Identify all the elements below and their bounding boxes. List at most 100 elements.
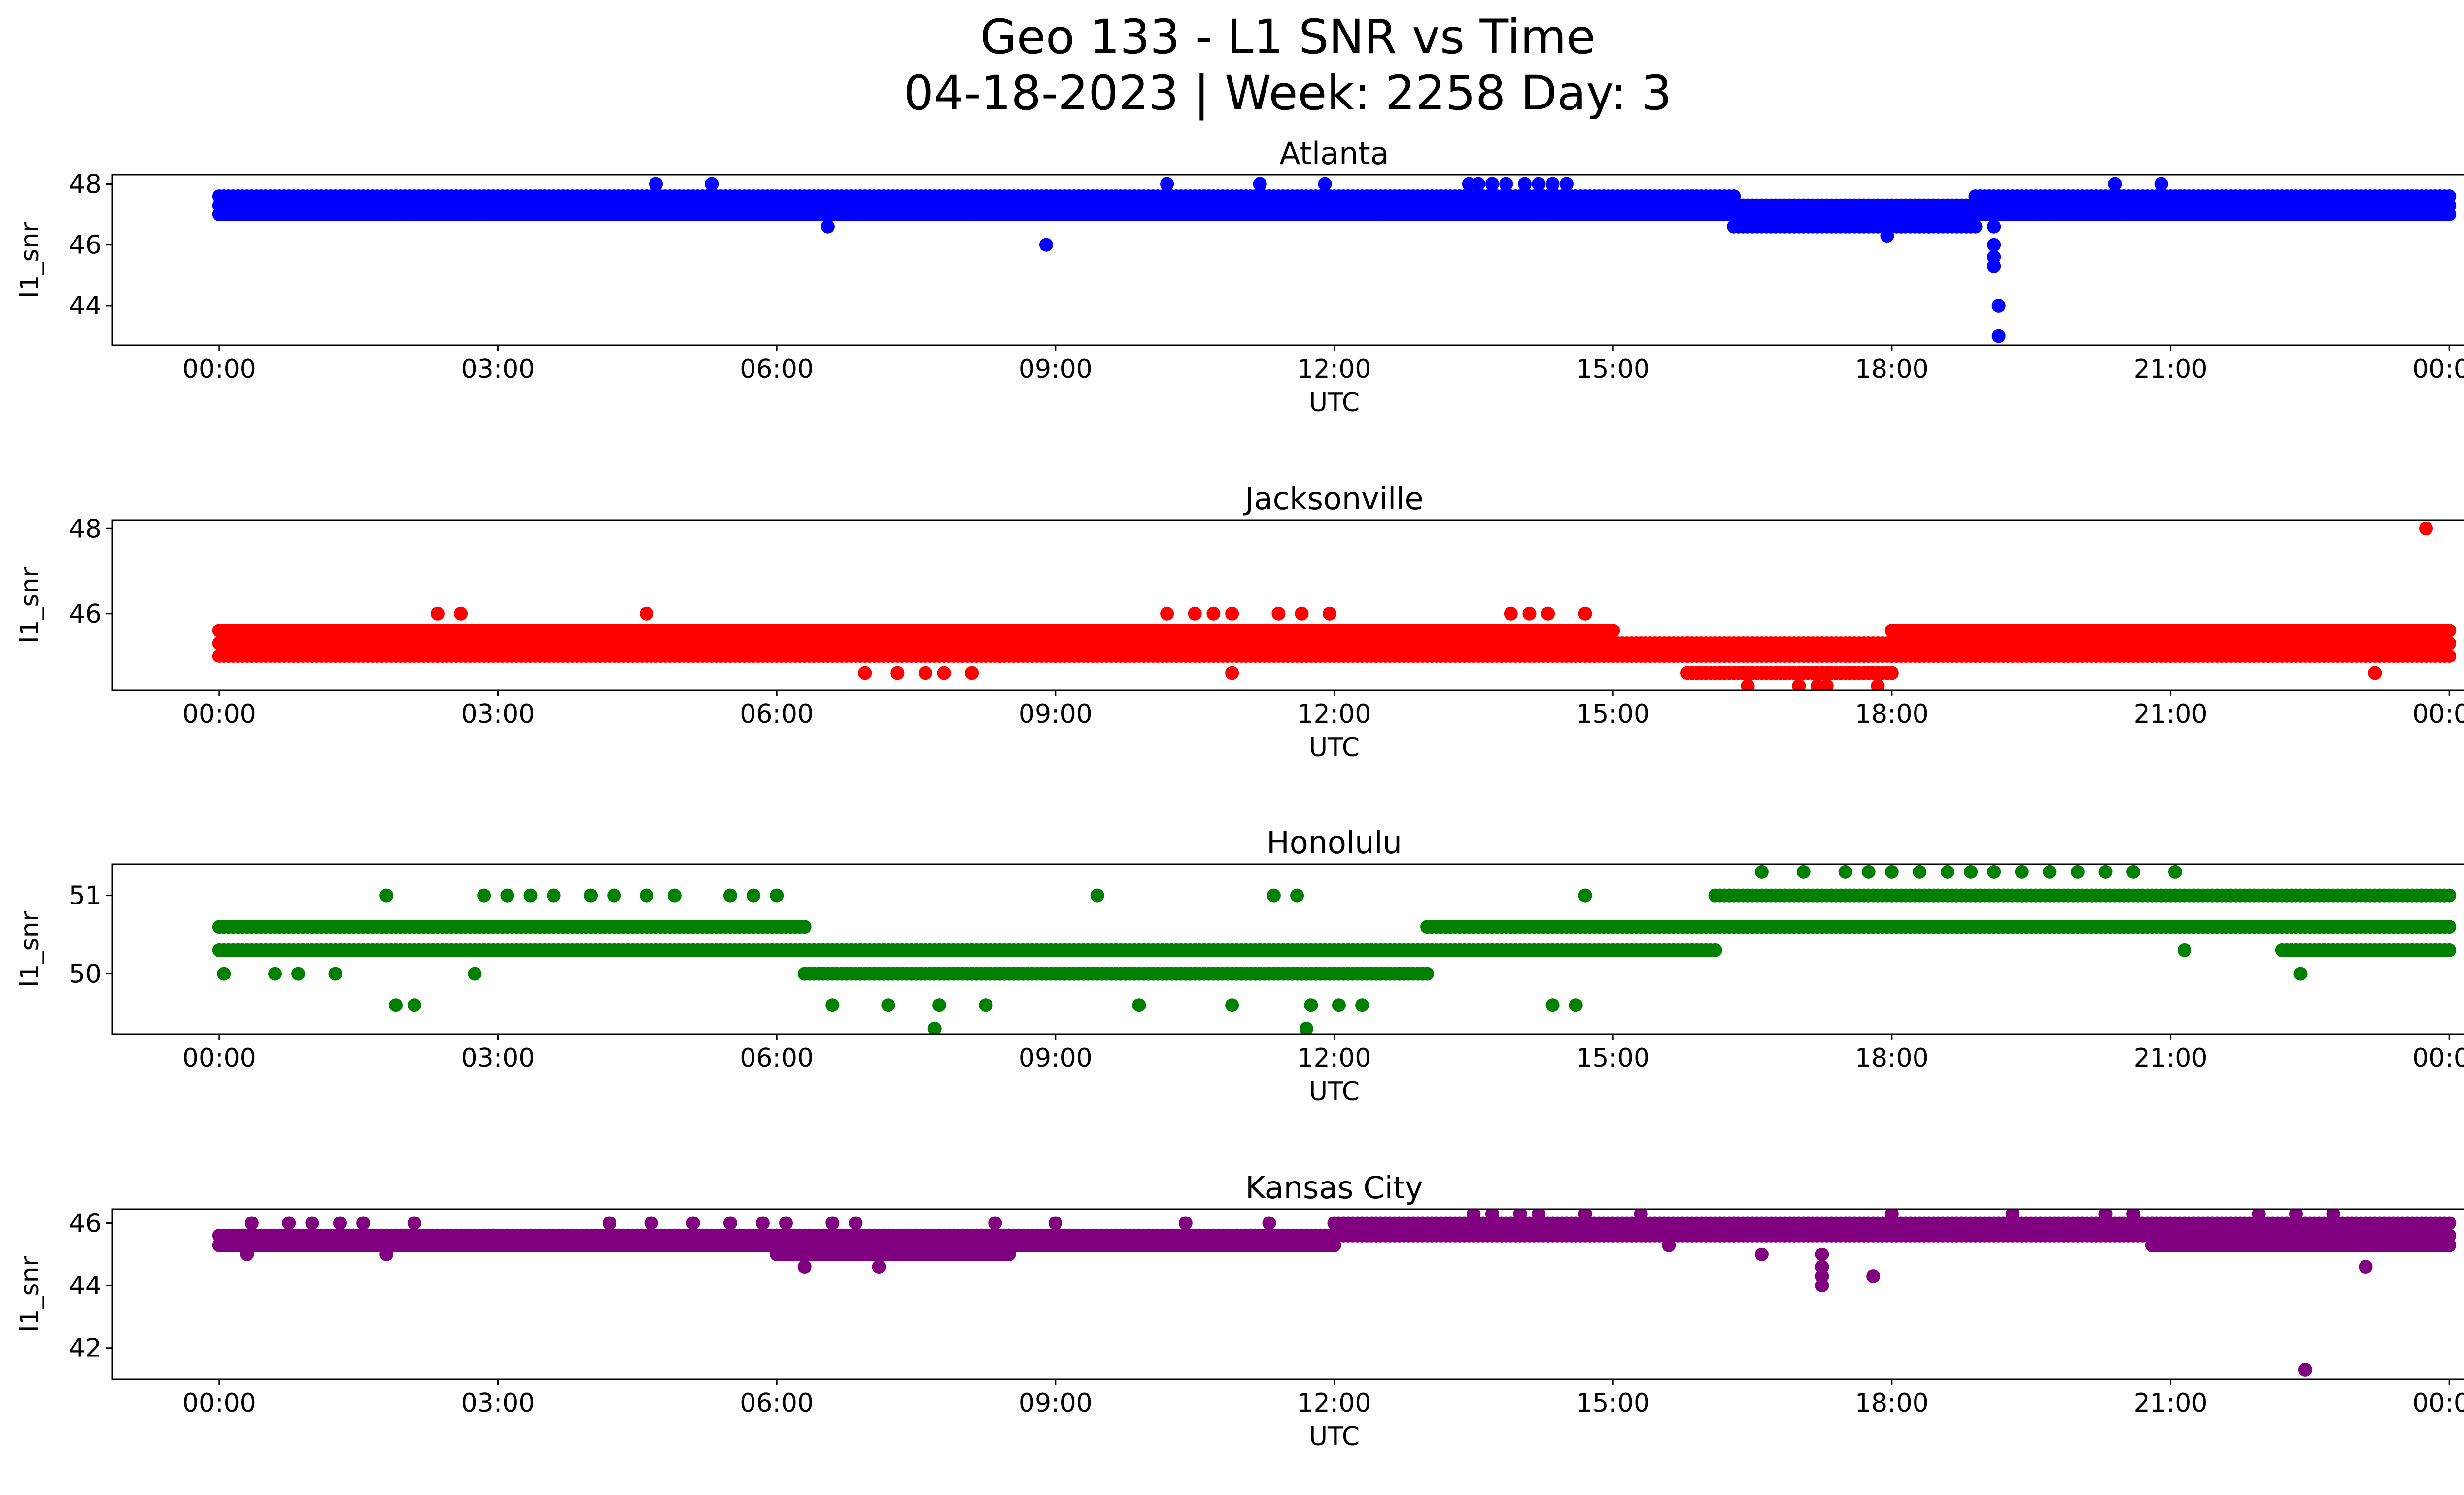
atlanta-point	[1894, 219, 1908, 234]
atlanta-point	[2108, 177, 2122, 191]
jacksonville-y-tick-label: 46	[69, 599, 102, 629]
atlanta-y-tick-label: 44	[69, 291, 102, 321]
jacksonville-point	[1188, 606, 1202, 621]
honolulu-point	[1838, 865, 1852, 879]
jacksonville-point	[2419, 522, 2433, 536]
honolulu-x-tick-label: 06:00	[740, 1043, 814, 1073]
honolulu-point	[2126, 865, 2141, 879]
figure-title: Geo 133 - L1 SNR vs Time 04-18-2023 | We…	[0, 9, 2464, 121]
honolulu-point	[1355, 998, 1369, 1012]
honolulu-point	[1225, 998, 1239, 1012]
honolulu-point	[523, 888, 538, 903]
jacksonville-point	[640, 606, 654, 621]
jacksonville-point	[2442, 624, 2457, 638]
honolulu-point	[667, 888, 682, 903]
atlanta-y-tick-label: 48	[69, 170, 102, 199]
jacksonville-point	[1504, 606, 1518, 621]
jacksonville-x-tick-label: 03:00	[461, 699, 535, 729]
atlanta-x-tick-label: 00:00	[2412, 354, 2464, 384]
jacksonville-y-axis-label: l1_snr	[15, 566, 45, 643]
honolulu-point	[1420, 967, 1435, 981]
atlanta-point	[1471, 177, 1485, 191]
atlanta-x-tick-label: 21:00	[2134, 354, 2208, 384]
atlanta-x-tick-label: 00:00	[182, 354, 256, 384]
jacksonville-point	[918, 666, 932, 680]
atlanta-point	[1518, 177, 1532, 191]
jacksonville-point	[1541, 606, 1555, 621]
jacksonville-point	[1606, 624, 1620, 638]
honolulu-point	[797, 920, 812, 934]
honolulu-point	[389, 998, 403, 1012]
honolulu-point	[1941, 865, 1954, 879]
honolulu-point	[1913, 865, 1927, 879]
honolulu-point	[468, 967, 482, 981]
honolulu-point	[1266, 888, 1281, 903]
honolulu-point	[1861, 865, 1876, 879]
atlanta-point	[1987, 238, 2001, 252]
jacksonville-point	[1792, 679, 1806, 690]
jacksonville-point	[1206, 606, 1221, 621]
honolulu-point	[2414, 888, 2429, 903]
honolulu-point	[607, 888, 621, 903]
honolulu-point	[1578, 888, 1592, 903]
jacksonville-point	[858, 666, 872, 680]
honolulu-point	[1569, 998, 1583, 1012]
honolulu-point	[1708, 943, 1722, 957]
honolulu-y-tick-label: 51	[69, 881, 102, 911]
honolulu-point	[328, 967, 342, 981]
honolulu-x-tick-label: 12:00	[1298, 1043, 1371, 1073]
atlanta-x-tick-label: 18:00	[1855, 354, 1929, 384]
atlanta-point	[1559, 177, 1574, 191]
jacksonville-x-tick-label: 09:00	[1019, 699, 1093, 729]
atlanta-point	[1499, 177, 1513, 191]
honolulu-point	[927, 1021, 942, 1034]
honolulu-point	[1964, 865, 1978, 879]
jacksonville-x-tick-label: 21:00	[2134, 699, 2208, 729]
honolulu-x-tick-label: 15:00	[1576, 1043, 1650, 1073]
honolulu-point	[268, 967, 282, 981]
honolulu-point	[1884, 865, 1899, 879]
honolulu-point	[477, 888, 491, 903]
jacksonville-point	[1884, 666, 1899, 680]
jacksonville-point	[1160, 606, 1174, 621]
atlanta-data	[212, 177, 2457, 343]
honolulu-point	[291, 967, 306, 981]
honolulu-point	[1332, 998, 1346, 1012]
honolulu-y-tick-label: 50	[69, 960, 102, 989]
jacksonville-x-tick-label: 12:00	[1298, 699, 1371, 729]
honolulu-point	[584, 888, 598, 903]
honolulu-panel-title: Honolulu	[1266, 825, 1402, 861]
honolulu-point	[770, 888, 784, 903]
jacksonville-point	[1522, 606, 1537, 621]
jacksonville-x-tick-label: 00:00	[182, 699, 256, 729]
jacksonville-point	[965, 666, 979, 680]
honolulu-point	[825, 998, 840, 1012]
honolulu-point	[723, 888, 737, 903]
jacksonville-point	[1271, 606, 1286, 621]
honolulu-point	[2442, 943, 2457, 957]
honolulu-point	[1299, 1021, 1313, 1034]
atlanta-point	[1991, 298, 2006, 313]
jacksonville-point	[2442, 649, 2457, 663]
honolulu-x-tick-label: 00:00	[2412, 1043, 2464, 1073]
atlanta-x-tick-label: 09:00	[1019, 354, 1093, 384]
atlanta-point	[1318, 177, 1332, 191]
jacksonville-point	[2368, 666, 2382, 680]
honolulu-point	[1796, 865, 1811, 879]
atlanta-x-axis-label: UTC	[1309, 388, 1360, 417]
jacksonville-point	[2442, 636, 2457, 651]
jacksonville-point	[454, 606, 468, 621]
figure-title-line1: Geo 133 - L1 SNR vs Time	[980, 9, 1596, 65]
atlanta-point	[1485, 177, 1499, 191]
atlanta-point	[1532, 177, 1546, 191]
atlanta-point	[2154, 177, 2168, 191]
jacksonville-point	[1225, 606, 1239, 621]
honolulu-point	[1754, 865, 1769, 879]
jacksonville-point	[1578, 606, 1592, 621]
honolulu-point	[1545, 998, 1560, 1012]
atlanta-point	[1922, 219, 1936, 234]
honolulu-y-axis-label: l1_snr	[15, 910, 45, 987]
honolulu-point	[640, 888, 654, 903]
